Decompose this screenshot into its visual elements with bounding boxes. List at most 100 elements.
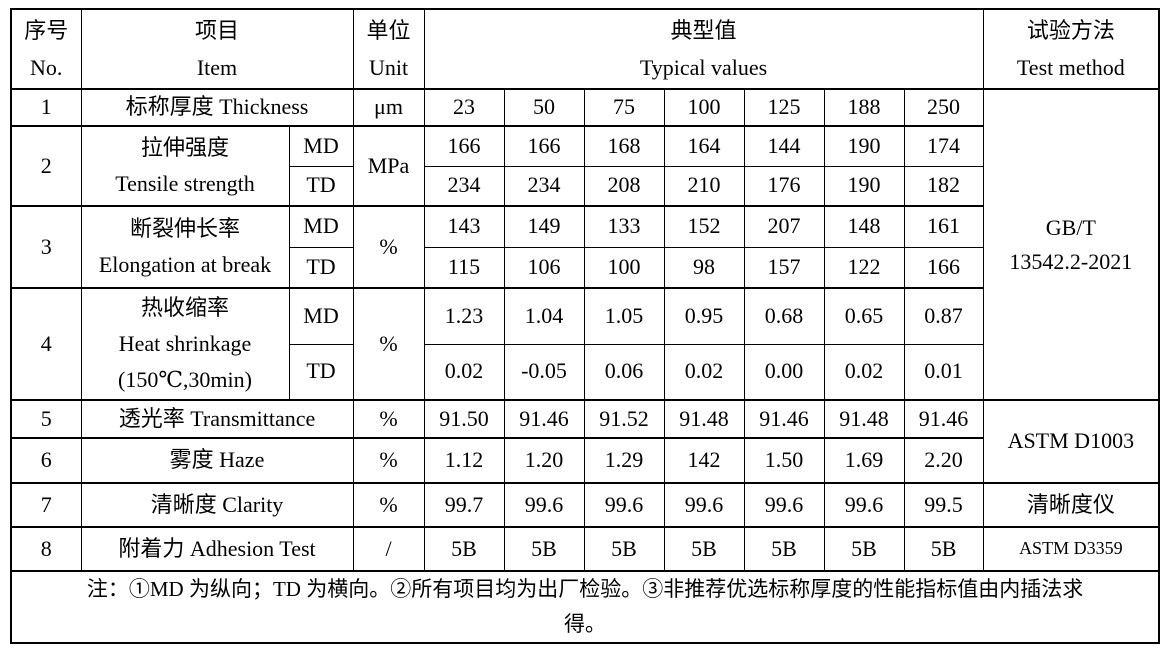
value-cell: 148 xyxy=(823,205,905,248)
header-no-en: No. xyxy=(30,55,63,80)
value-cell: 234 xyxy=(423,165,505,207)
value-cell: 142 xyxy=(663,437,745,484)
value-cell: 234 xyxy=(503,165,585,207)
unit-cell: % xyxy=(352,399,425,439)
value-cell: 166 xyxy=(903,246,984,289)
header-test-method: 试验方法 Test method xyxy=(982,8,1160,90)
unit-cell: / xyxy=(352,526,425,572)
row-no-cell: 2 xyxy=(10,125,82,207)
value-cell: 5B xyxy=(423,526,505,572)
value-cell: 122 xyxy=(823,246,905,289)
item-cn: 热收缩率 xyxy=(140,295,229,320)
value-cell: 143 xyxy=(423,205,505,248)
header-unit-en: Unit xyxy=(368,55,409,80)
value-cell: 1.04 xyxy=(503,287,585,345)
row-transmittance: 5 透光率 Transmittance % 91.50 91.46 91.52 … xyxy=(10,399,1160,484)
value-cell: 168 xyxy=(583,125,665,167)
value-cell: 190 xyxy=(823,165,905,207)
value-cell: 0.02 xyxy=(663,343,745,401)
value-cell: 23 xyxy=(423,88,505,127)
value-cell: -0.05 xyxy=(503,343,585,401)
value-cell: 91.48 xyxy=(823,399,905,439)
value-cell: 182 xyxy=(903,165,984,207)
row-clarity: 7 清晰度 Clarity % 99.7 99.6 99.6 99.6 99.6… xyxy=(10,482,1160,528)
unit-cell: % xyxy=(352,482,425,528)
value-cell: 1.23 xyxy=(423,287,505,345)
value-cell: 75 xyxy=(583,88,665,127)
value-cell: 99.6 xyxy=(743,482,825,528)
value-cell: 174 xyxy=(903,125,984,167)
value-cell: 5B xyxy=(743,526,825,572)
footnote-line1: 注：①MD 为纵向；TD 为横向。②所有项目均为出厂检验。③非推荐优选标称厚度的… xyxy=(86,577,1084,601)
row-no-cell: 6 xyxy=(10,437,82,484)
value-cell: 1.20 xyxy=(503,437,585,484)
item-cell: 标称厚度 Thickness xyxy=(80,88,354,127)
value-cell: 0.02 xyxy=(423,343,505,401)
row-haze: 6 雾度 Haze % 1.12 1.20 1.29 142 1.50 1.69… xyxy=(10,437,1159,484)
unit-cell: MPa xyxy=(352,125,425,207)
value-cell: 0.68 xyxy=(743,287,825,345)
value-cell: 161 xyxy=(903,205,984,248)
value-cell: 5B xyxy=(503,526,585,572)
header-typical-values: 典型值 Typical values xyxy=(423,8,984,90)
note-row: 注：①MD 为纵向；TD 为横向。②所有项目均为出厂检验。③非推荐优选标称厚度的… xyxy=(10,570,1160,644)
dir-cell: MD xyxy=(288,287,354,345)
header-row: 序号 No. 项目 Item 单位 Unit 典型值 Typical value… xyxy=(10,8,1160,90)
header-no: 序号 No. xyxy=(10,8,82,90)
item-en: Elongation at break xyxy=(98,252,272,277)
row-tensile-td: TD 234 234 208 210 176 190 182 xyxy=(11,165,1159,207)
row-no-cell: 1 xyxy=(10,88,82,127)
item-cell: 热收缩率 Heat shrinkage (150℃,30min) xyxy=(80,287,290,401)
row-no-cell: 4 xyxy=(10,287,82,401)
value-cell: 0.95 xyxy=(663,287,745,345)
value-cell: 164 xyxy=(663,125,745,167)
value-cell: 133 xyxy=(583,205,665,248)
value-cell: 91.46 xyxy=(903,399,984,439)
header-method-cn: 试验方法 xyxy=(1026,18,1115,43)
value-cell: 207 xyxy=(743,205,825,248)
value-cell: 250 xyxy=(903,88,984,127)
value-cell: 91.50 xyxy=(423,399,505,439)
value-cell: 100 xyxy=(663,88,745,127)
value-cell: 50 xyxy=(503,88,585,127)
value-cell: 208 xyxy=(583,165,665,207)
value-cell: 166 xyxy=(503,125,585,167)
footnote-line2: 得。 xyxy=(564,612,607,636)
item-cell: 断裂伸长率 Elongation at break xyxy=(80,205,290,289)
dir-cell: MD xyxy=(288,125,354,167)
row-shrinkage-md: 4 热收缩率 Heat shrinkage (150℃,30min) MD % … xyxy=(10,287,1159,401)
item-en: Tensile strength xyxy=(115,171,255,196)
value-cell: 144 xyxy=(743,125,825,167)
dir-cell: MD xyxy=(288,205,354,248)
value-cell: 0.01 xyxy=(903,343,984,401)
header-typical-cn: 典型值 xyxy=(670,18,737,43)
method-cell-adhesion: ASTM D3359 xyxy=(982,526,1160,572)
value-cell: 99.6 xyxy=(583,482,665,528)
row-no-cell: 3 xyxy=(10,205,82,289)
value-cell: 166 xyxy=(423,125,505,167)
item-en2: (150℃,30min) xyxy=(118,367,252,392)
item-cell: 附着力 Adhesion Test xyxy=(80,526,354,572)
value-cell: 152 xyxy=(663,205,745,248)
header-unit-cn: 单位 xyxy=(366,18,411,43)
value-cell: 0.87 xyxy=(903,287,984,345)
value-cell: 210 xyxy=(663,165,745,207)
value-cell: 0.06 xyxy=(583,343,665,401)
table-wrapper: 序号 No. 项目 Item 单位 Unit 典型值 Typical value… xyxy=(10,8,1161,644)
value-cell: 1.05 xyxy=(583,287,665,345)
method-gbt-line1: GB/T xyxy=(1045,214,1096,240)
item-cn: 断裂伸长率 xyxy=(129,216,240,241)
value-cell: 188 xyxy=(823,88,905,127)
row-elongation-td: TD 115 106 100 98 157 122 166 xyxy=(11,246,1159,289)
value-cell: 91.48 xyxy=(663,399,745,439)
value-cell: 1.69 xyxy=(823,437,905,484)
value-cell: 125 xyxy=(743,88,825,127)
value-cell: 99.6 xyxy=(663,482,745,528)
method-cell-optical: ASTM D1003 xyxy=(982,399,1160,484)
item-cell: 雾度 Haze xyxy=(80,437,354,484)
unit-cell: % xyxy=(352,205,425,289)
value-cell: 100 xyxy=(583,246,665,289)
value-cell: 1.12 xyxy=(423,437,505,484)
spec-table: 序号 No. 项目 Item 单位 Unit 典型值 Typical value… xyxy=(10,8,1161,644)
